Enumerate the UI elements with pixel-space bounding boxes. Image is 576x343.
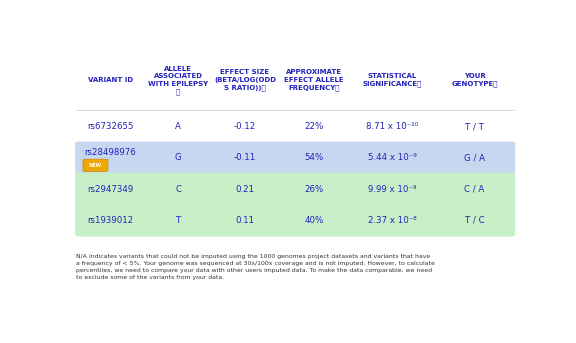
Text: ALLELE
ASSOCIATED
WITH EPILEPSY
ⓘ: ALLELE ASSOCIATED WITH EPILEPSY ⓘ: [148, 66, 209, 95]
Text: A: A: [175, 122, 181, 131]
Text: -0.12: -0.12: [234, 122, 256, 131]
FancyBboxPatch shape: [75, 204, 516, 237]
Text: EFFECT SIZE
(BETA/LOG(ODD
S RATIO))ⓘ: EFFECT SIZE (BETA/LOG(ODD S RATIO))ⓘ: [214, 69, 276, 91]
Text: G: G: [175, 153, 181, 162]
Text: YOUR
GENOTYPEⓘ: YOUR GENOTYPEⓘ: [452, 73, 498, 87]
FancyBboxPatch shape: [83, 159, 108, 172]
Text: 2.37 x 10⁻⁸: 2.37 x 10⁻⁸: [368, 216, 417, 225]
Text: 26%: 26%: [304, 185, 323, 193]
FancyBboxPatch shape: [75, 142, 516, 174]
Text: VARIANT ID: VARIANT ID: [88, 77, 133, 83]
Text: 8.71 x 10⁻¹⁰: 8.71 x 10⁻¹⁰: [366, 122, 419, 131]
Text: STATISTICAL
SIGNIFICANCEⓘ: STATISTICAL SIGNIFICANCEⓘ: [363, 73, 422, 87]
Text: C / A: C / A: [464, 185, 484, 193]
Text: 40%: 40%: [304, 216, 323, 225]
Text: C: C: [175, 185, 181, 193]
Text: 54%: 54%: [304, 153, 323, 162]
Text: N/A indicates variants that could not be imputed using the 1000 genomes project : N/A indicates variants that could not be…: [77, 254, 435, 280]
Text: 0.21: 0.21: [236, 185, 255, 193]
Text: 0.11: 0.11: [236, 216, 255, 225]
FancyBboxPatch shape: [75, 173, 516, 205]
Text: 5.44 x 10⁻⁹: 5.44 x 10⁻⁹: [368, 153, 417, 162]
Text: rs28498976: rs28498976: [85, 147, 137, 157]
Text: -0.11: -0.11: [234, 153, 256, 162]
Text: APPROXIMATE
EFFECT ALLELE
FREQUENCYⓘ: APPROXIMATE EFFECT ALLELE FREQUENCYⓘ: [284, 69, 344, 91]
Text: G / A: G / A: [464, 153, 485, 162]
Text: NEW: NEW: [89, 163, 102, 168]
Text: T: T: [176, 216, 181, 225]
Text: rs2947349: rs2947349: [87, 185, 134, 193]
Text: T / T: T / T: [465, 122, 484, 131]
Text: T / C: T / C: [465, 216, 484, 225]
Text: 9.99 x 10⁻⁹: 9.99 x 10⁻⁹: [368, 185, 416, 193]
Text: rs6732655: rs6732655: [87, 122, 134, 131]
Text: 22%: 22%: [304, 122, 323, 131]
Text: rs1939012: rs1939012: [87, 216, 134, 225]
